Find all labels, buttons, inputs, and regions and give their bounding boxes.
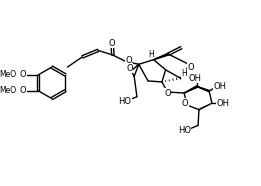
Text: O: O <box>164 89 171 97</box>
Text: O: O <box>187 62 194 72</box>
Text: H: H <box>148 50 154 59</box>
Polygon shape <box>153 53 169 60</box>
Text: O: O <box>182 99 188 108</box>
Text: O: O <box>20 86 27 95</box>
Text: HO: HO <box>118 97 131 106</box>
Text: MeO: MeO <box>0 70 16 79</box>
Text: O: O <box>125 56 132 65</box>
Text: OH: OH <box>217 99 229 108</box>
Polygon shape <box>184 86 198 93</box>
Text: H: H <box>181 69 187 78</box>
Text: O: O <box>109 39 115 47</box>
Text: HO: HO <box>178 126 191 134</box>
Text: OH: OH <box>189 74 202 83</box>
Polygon shape <box>197 86 209 92</box>
Text: O: O <box>20 70 27 79</box>
Text: MeO: MeO <box>0 86 16 95</box>
Text: O: O <box>126 63 133 73</box>
Text: OH: OH <box>214 82 227 91</box>
